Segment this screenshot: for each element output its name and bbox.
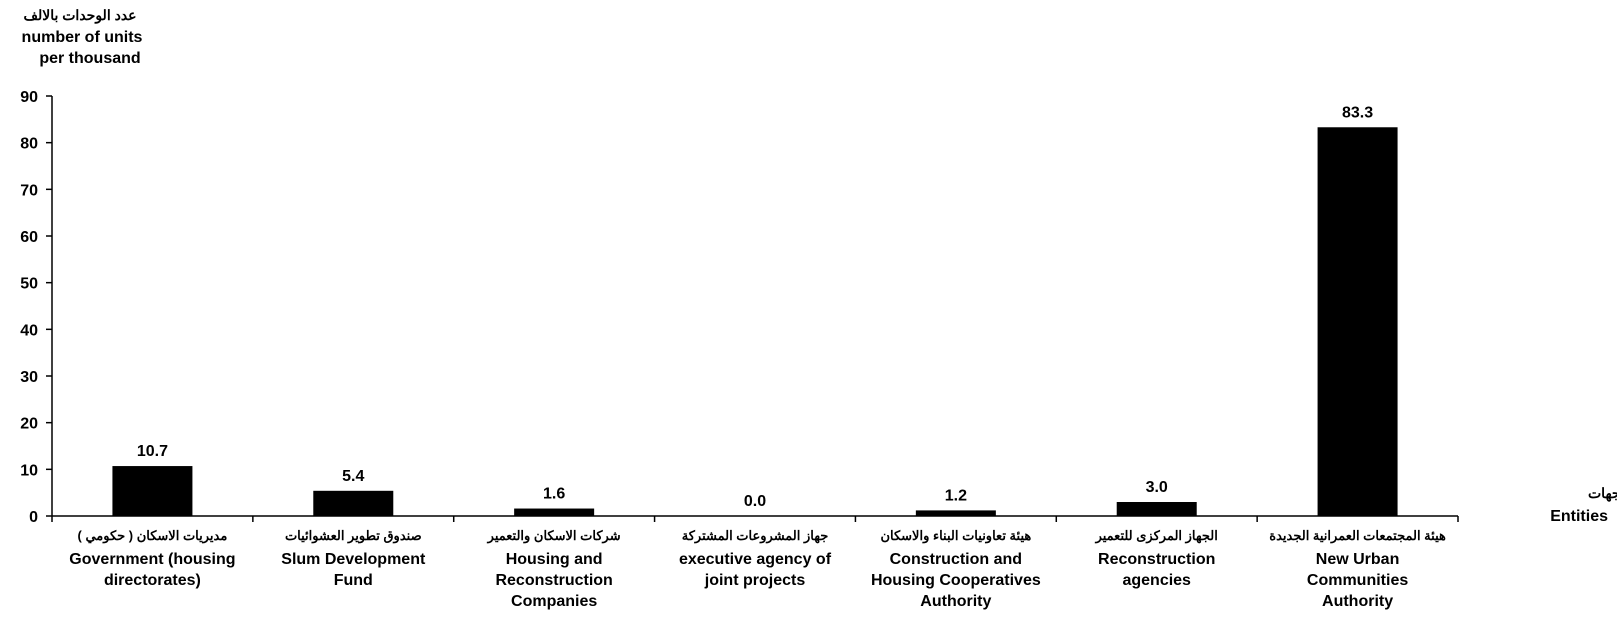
category-label: Authority	[920, 593, 991, 610]
value-labels: 10.7 5.4 1.6 0.0 1.2 3.0 83.3	[137, 104, 1373, 510]
category-label: executive agency of	[679, 551, 832, 568]
category-label: Reconstruction	[495, 572, 612, 589]
bar	[915, 510, 996, 516]
y-tick-label: 60	[20, 229, 38, 246]
category-label: Companies	[511, 593, 597, 610]
bar	[112, 466, 193, 516]
category-label: Construction and	[890, 551, 1022, 568]
category-label: Government (housing	[69, 551, 235, 568]
bar-value-label: 1.6	[543, 486, 565, 503]
bar-value-label: 10.7	[137, 443, 168, 460]
category-label: Slum Development	[281, 551, 426, 568]
y-axis-label-arabic: عدد الوحدات بالالف	[23, 7, 136, 24]
y-tick-label: 80	[20, 136, 38, 153]
y-axis-label-line-1: number of units	[22, 29, 143, 46]
y-tick-label: 40	[20, 322, 38, 339]
y-axis-label-line-2: per thousand	[39, 50, 140, 67]
category-label: Housing Cooperatives	[871, 572, 1041, 589]
y-tick-label: 70	[20, 182, 38, 199]
category-label: Housing and	[506, 551, 603, 568]
bars	[112, 127, 1398, 517]
bar-value-label: 83.3	[1342, 104, 1373, 121]
category-label: directorates)	[104, 572, 201, 589]
category-label: Communities	[1307, 572, 1408, 589]
x-axis	[51, 515, 1459, 522]
bar-value-label: 3.0	[1146, 479, 1168, 496]
y-tick-label: 20	[20, 416, 38, 433]
category-label: joint projects	[704, 572, 806, 589]
category-label-arabic: هيئة تعاونيات البناء والاسكان	[880, 528, 1031, 544]
bar	[1317, 127, 1398, 517]
y-axis: 0 10 20 30 40 50 60 70 80 90	[20, 89, 53, 526]
category-label: Reconstruction	[1098, 551, 1215, 568]
category-label: Authority	[1322, 593, 1393, 610]
y-tick-label: 30	[20, 369, 38, 386]
bar-value-label: 1.2	[945, 487, 967, 504]
category-label: Fund	[334, 572, 373, 589]
bar-value-label: 5.4	[342, 468, 364, 485]
category-label-arabic: شركات الاسكان والتعمير	[487, 528, 621, 544]
category-labels: مديريات الاسكان ( حكومي ) Government (hou…	[69, 528, 1446, 610]
y-tick-label: 90	[20, 89, 38, 106]
category-label: New Urban	[1316, 551, 1400, 568]
category-label-arabic: جهاز المشروعات المشتركة	[682, 528, 829, 544]
y-tick-label: 10	[20, 462, 38, 479]
category-label-arabic: مديريات الاسكان ( حكومي )	[78, 528, 228, 544]
category-label-arabic: صندوق تطوير العشوائيات	[285, 528, 422, 544]
bar	[1116, 502, 1197, 516]
category-label-arabic: الجهاز المركزى للتعمير	[1095, 528, 1218, 544]
bar	[514, 508, 595, 516]
x-axis-label: Entities	[1550, 508, 1608, 525]
y-tick-label: 0	[29, 509, 38, 526]
category-label-arabic: هيئة المجتمعات العمرانية الجديدة	[1269, 528, 1446, 544]
bar-value-label: 0.0	[744, 493, 766, 510]
bar	[313, 490, 394, 516]
x-axis-label-arabic: الجهات	[1588, 485, 1617, 502]
category-label: agencies	[1122, 572, 1191, 589]
y-tick-label: 50	[20, 276, 38, 293]
